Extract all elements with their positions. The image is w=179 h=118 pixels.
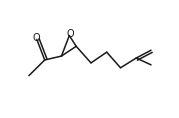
Text: O: O (66, 29, 74, 39)
Text: O: O (32, 33, 40, 42)
